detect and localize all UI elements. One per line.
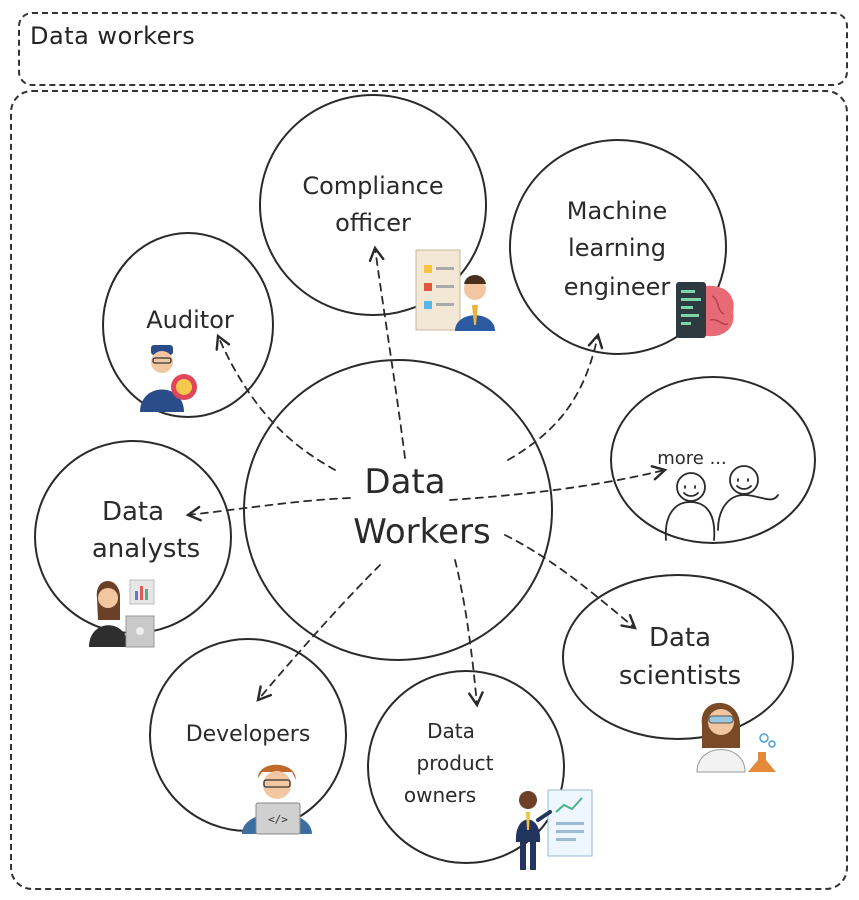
- center-label-line2: Workers: [353, 512, 491, 552]
- product-owners-circle: [367, 670, 565, 864]
- arrow-to-analysts: [185, 497, 351, 522]
- ml-label-line2: learning: [568, 234, 666, 262]
- svg-text:</>: </>: [268, 813, 288, 826]
- ml-label-line1: Machine: [567, 197, 667, 225]
- arrow-to-auditor: [215, 333, 336, 471]
- more-label: more ...: [657, 448, 727, 469]
- analysts-label-line2: analysts: [92, 534, 200, 564]
- people-sketch-icon: [664, 465, 779, 541]
- product-owners-label-line1: Data: [427, 719, 475, 743]
- center-circle: [243, 359, 553, 661]
- analyst-person-icon: [89, 579, 155, 648]
- center-label-line1: Data: [364, 462, 445, 502]
- arrow-to-ml: [507, 332, 604, 461]
- product-owners-label-line2: product: [417, 751, 494, 775]
- developer-laptop-icon: </>: [242, 764, 312, 835]
- title-box: [18, 12, 848, 86]
- product-owners-label-line3: owners: [404, 783, 476, 807]
- arrow-to-compliance: [368, 245, 406, 459]
- compliance-label-line1: Compliance: [302, 172, 443, 200]
- auditor-label: Auditor: [146, 306, 234, 334]
- arrow-to-more: [449, 465, 668, 501]
- developers-label: Developers: [186, 722, 311, 747]
- scientist-person-icon: [696, 702, 776, 773]
- arrow-to-developers: [256, 564, 381, 702]
- compliance-checklist-icon: [415, 249, 495, 331]
- scientists-label-line2: scientists: [619, 661, 741, 691]
- ml-label-line3: engineer: [564, 273, 671, 301]
- compliance-circle: [259, 94, 487, 316]
- ml-engineer-circle: [509, 139, 727, 355]
- analysts-label-line1: Data: [102, 497, 164, 527]
- arrow-to-product-owners: [454, 559, 484, 708]
- ml-brain-terminal-icon: [676, 282, 734, 338]
- product-owner-icon: [515, 789, 593, 870]
- scientists-label-line1: Data: [649, 623, 711, 653]
- main-frame: [10, 90, 848, 890]
- auditor-circle: [102, 232, 274, 418]
- scientists-circle: [562, 574, 794, 740]
- diagram-title: Data workers: [30, 22, 196, 50]
- more-circle: [610, 376, 816, 544]
- compliance-label-line2: officer: [335, 209, 411, 237]
- auditor-person-icon: [140, 345, 197, 412]
- arrow-to-scientists: [504, 534, 637, 630]
